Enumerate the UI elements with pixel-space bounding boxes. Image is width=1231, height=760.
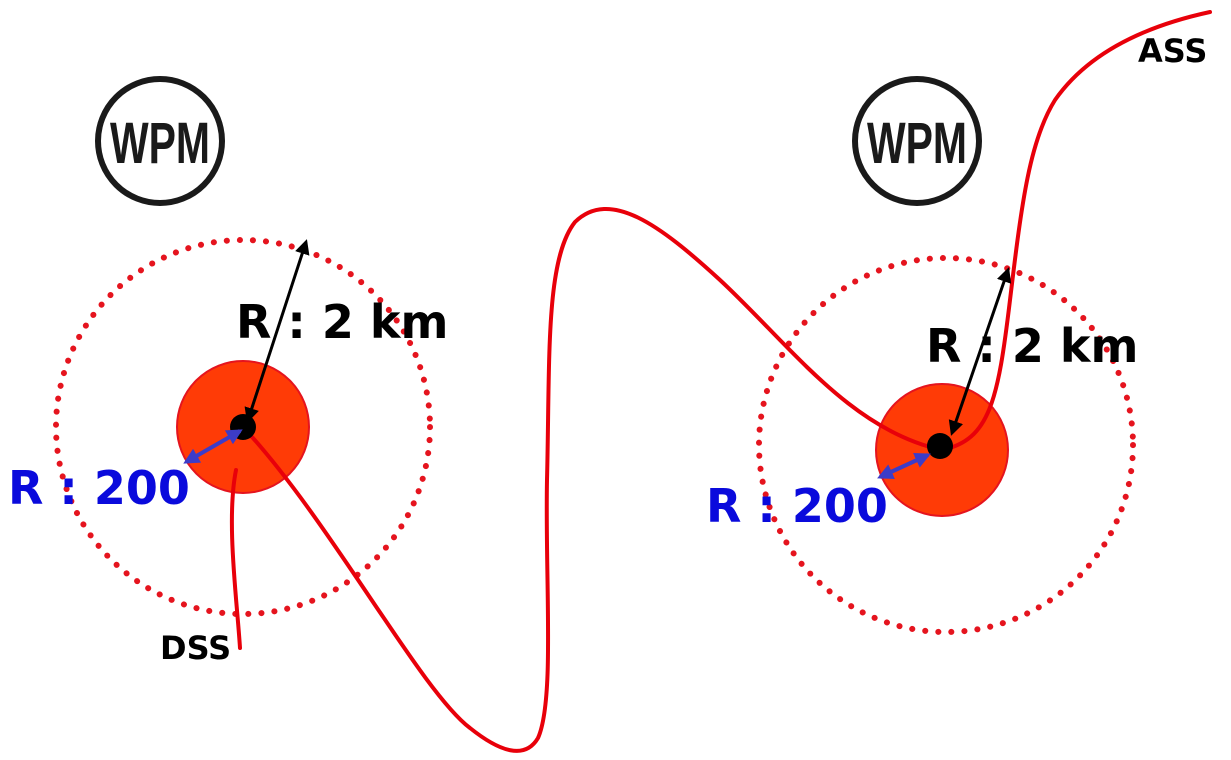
inner-radius-label-right: R : 200 <box>706 479 888 533</box>
wpm-logo-right: WPM <box>852 76 982 206</box>
end-label: ASS <box>1138 32 1207 70</box>
outer-radius-label-left: R : 2 km <box>236 295 448 349</box>
wpm-logo-text-left: WPM <box>110 111 210 176</box>
outer-radius-label-right: R : 2 km <box>926 319 1138 373</box>
route-path-start <box>229 468 242 650</box>
inner-radius-label-left: R : 200 <box>8 461 190 515</box>
inner-radius-arrow-right <box>877 453 931 479</box>
start-label: DSS <box>160 629 231 667</box>
wpm-logo-text-right: WPM <box>867 111 967 176</box>
outer-radius-circle-right <box>756 255 1136 635</box>
wpm-logo-left: WPM <box>95 76 225 206</box>
route-path-end <box>940 10 1212 452</box>
outer-radius-circle-left <box>53 237 433 617</box>
waypoint-center-right <box>927 433 953 459</box>
inner-radius-arrow-left <box>183 429 243 464</box>
outer-radius-arrow-left <box>244 239 310 423</box>
outer-radius-arrow-right <box>948 267 1012 436</box>
route-path-main <box>241 207 944 753</box>
